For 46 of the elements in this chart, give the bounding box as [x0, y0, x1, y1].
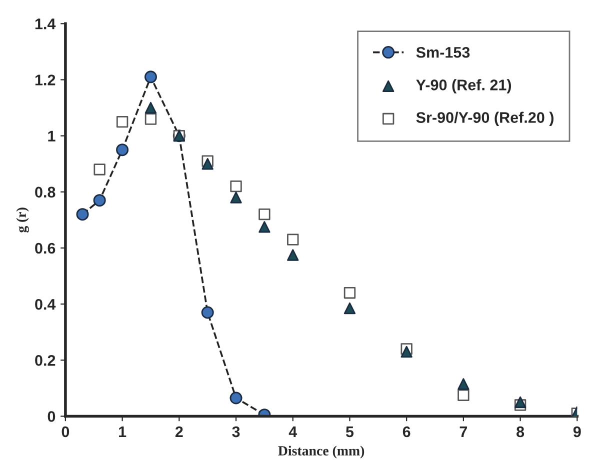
point	[116, 116, 128, 128]
point	[144, 70, 157, 84]
x-tick-label: 1	[119, 426, 126, 438]
x-axis-title: Distance (mm)	[278, 446, 364, 458]
point	[76, 208, 89, 221]
point	[514, 396, 526, 408]
y-tick-label: 0.4	[35, 298, 56, 310]
x-tick-label: 9	[573, 426, 581, 438]
legend-label: Sr-90/Y-90 (Ref.20 )	[416, 112, 554, 126]
legend-label: Sm-153	[416, 46, 470, 58]
point	[201, 306, 214, 319]
point	[287, 249, 299, 261]
x-tick-label: 3	[232, 426, 240, 438]
point	[93, 194, 106, 207]
y-tick-label: 1	[48, 130, 56, 142]
y-tick-label: 1.4	[35, 18, 56, 30]
x-tick-label: 5	[346, 426, 354, 438]
point	[344, 287, 356, 299]
y-tick-label: 1.2	[35, 74, 56, 86]
point	[230, 192, 242, 204]
point	[458, 378, 470, 390]
point	[258, 221, 270, 233]
point	[144, 113, 157, 125]
x-tick-label: 2	[175, 426, 183, 438]
y-tick-label: 0.8	[35, 186, 56, 198]
point	[258, 208, 270, 220]
y-axis-title: g (r)	[16, 208, 29, 232]
x-tick-label: 6	[402, 426, 410, 438]
x-tick-label: 0	[62, 426, 70, 438]
x-tick-label: 7	[460, 426, 468, 438]
y-tick-label: 0.2	[35, 355, 56, 366]
point	[230, 392, 242, 404]
point	[230, 180, 242, 192]
point	[400, 346, 412, 358]
point	[94, 164, 106, 176]
point	[287, 234, 299, 246]
x-tick-label: 4	[288, 426, 298, 438]
y-tick-label: 0	[48, 411, 56, 422]
x-tick-label: 8	[516, 426, 524, 438]
point	[144, 102, 157, 114]
y-tick-label: 0.6	[35, 242, 56, 254]
point	[344, 302, 356, 314]
point	[458, 389, 470, 402]
legend-label: Y-90 (Ref. 21)	[416, 79, 512, 94]
point	[202, 158, 214, 170]
point	[116, 144, 129, 156]
